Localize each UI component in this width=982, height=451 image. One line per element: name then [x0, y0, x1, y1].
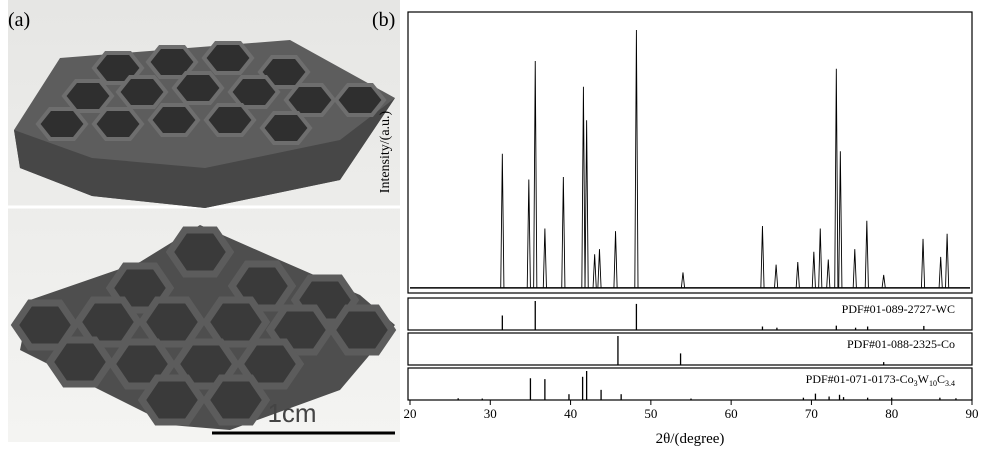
peak: [795, 262, 800, 288]
peak: [500, 153, 505, 288]
label-part: C: [937, 372, 945, 386]
reference-pattern: PDF#01-089-2727-WC: [407, 297, 973, 331]
bottom-sample: [15, 225, 395, 430]
x-axis-label: 2θ/(degree): [656, 431, 725, 447]
peak: [584, 120, 589, 288]
peak: [852, 249, 857, 288]
reference-frame: [407, 297, 973, 331]
peak: [818, 228, 823, 288]
label-part: 3.4: [945, 379, 955, 388]
label-part: W: [918, 372, 930, 386]
photo-panel: 1cm (a): [8, 0, 400, 442]
x-tick-label: 80: [885, 406, 898, 421]
peak: [597, 249, 602, 288]
x-tick-label: 60: [725, 406, 738, 421]
reference-label: PDF#01-071-0173-Co3W10C3.4: [806, 372, 955, 388]
panel-label: (a): [8, 9, 30, 31]
plot-frame: [407, 11, 973, 294]
xrd-panel: (b) Intensity/(a.u.) 2θ/(degree) PDF#01-…: [372, 9, 979, 447]
peak: [533, 60, 538, 288]
y-axis-label: Intensity/(a.u.): [378, 110, 393, 193]
peak: [561, 176, 566, 288]
peak: [774, 264, 779, 288]
peak: [920, 238, 926, 288]
label-part: 3: [914, 379, 918, 388]
panel-label: (b): [372, 9, 395, 31]
peak: [526, 179, 531, 288]
reference-frame: [407, 367, 973, 401]
x-tick-label: 50: [644, 406, 657, 421]
peak: [592, 254, 597, 288]
reference-label: PDF#01-088-2325-Co: [847, 337, 955, 351]
top-sample: [14, 40, 395, 208]
scale-bar-label: 1cm: [267, 398, 316, 428]
x-tick-label: 20: [404, 406, 417, 421]
label-part: PDF#01-089-2727-WC: [842, 302, 955, 316]
peak: [826, 259, 831, 288]
x-tick-label: 70: [805, 406, 818, 421]
reference-pattern: PDF#01-088-2325-Co: [407, 332, 973, 366]
label-part: PDF#01-088-2325-Co: [847, 337, 955, 351]
peak: [834, 68, 839, 288]
peak: [864, 220, 869, 288]
x-tick-label: 40: [564, 406, 577, 421]
peak: [760, 225, 765, 288]
x-tick-label: 90: [966, 406, 979, 421]
peak: [938, 256, 943, 288]
peak: [811, 251, 816, 288]
peak: [634, 30, 639, 288]
x-tick-label: 30: [484, 406, 497, 421]
peak: [680, 272, 686, 288]
reference-frame: [407, 332, 973, 366]
peak: [581, 86, 586, 288]
reference-pattern: PDF#01-071-0173-Co3W10C3.4: [407, 367, 973, 401]
peak: [881, 274, 886, 288]
peak: [838, 151, 843, 288]
peak: [613, 231, 618, 288]
label-part: PDF#01-071-0173-Co: [806, 372, 914, 386]
reference-label: PDF#01-089-2727-WC: [842, 302, 955, 316]
peak: [542, 228, 547, 288]
peak: [945, 233, 950, 288]
label-part: 10: [929, 379, 937, 388]
